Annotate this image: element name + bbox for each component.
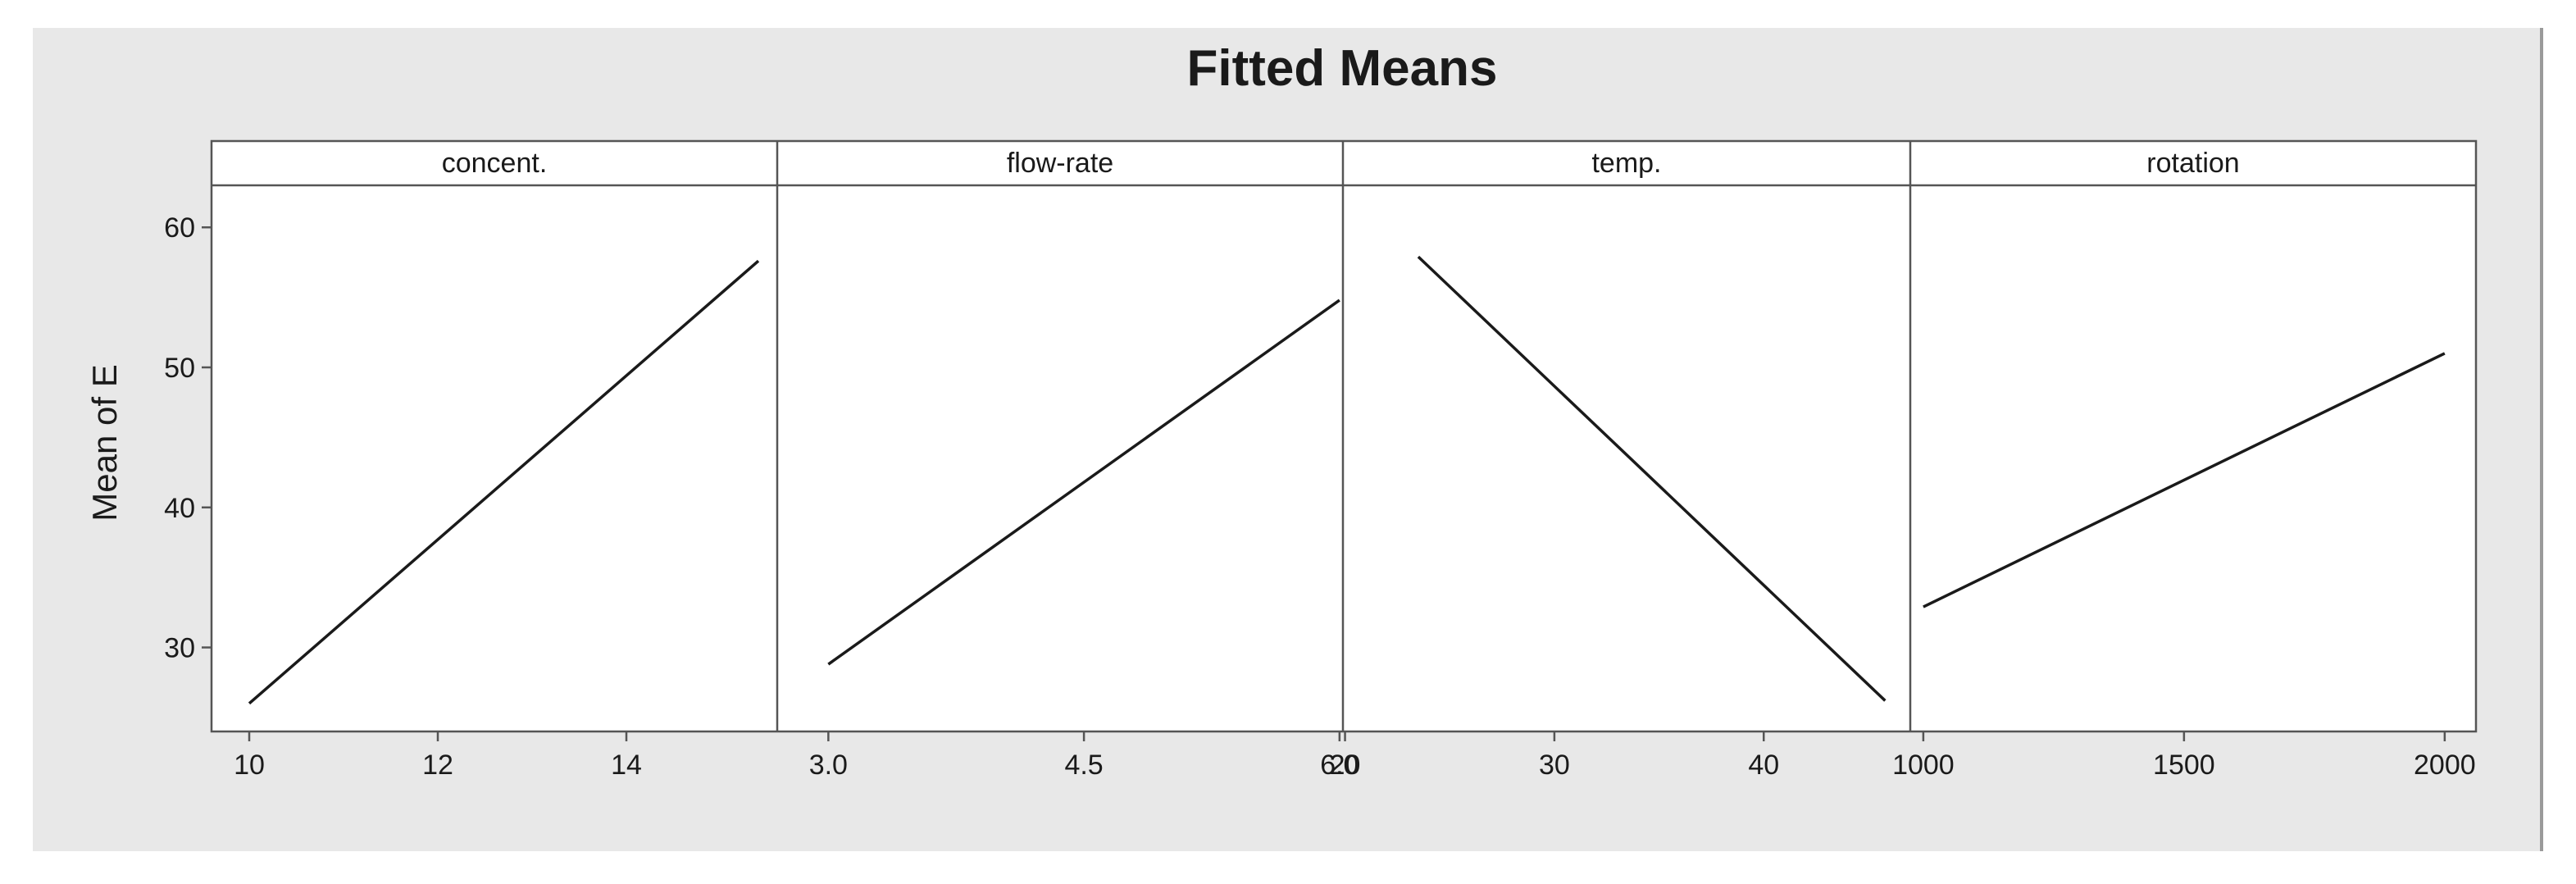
x-tick-label: 30 xyxy=(1539,750,1570,781)
x-tick-label: 40 xyxy=(1748,750,1779,781)
fitted-mean-line xyxy=(248,259,760,705)
fitted-mean-line xyxy=(1923,352,2446,608)
panel-label: concent. xyxy=(442,148,548,179)
plot-area: 30 40 50 60 concent. 10 12 14 flow-rate 3.0 4.5 6.0… xyxy=(164,139,2478,781)
fitted-mean-line xyxy=(827,298,1340,666)
panel-label: flow-rate xyxy=(1007,148,1113,179)
panel-background xyxy=(212,185,777,731)
y-tick-label: 30 xyxy=(164,633,195,664)
x-tick-label: 10 xyxy=(234,750,265,781)
x-tick-label: 4.5 xyxy=(1064,750,1103,781)
fitted-mean-line xyxy=(1417,255,1886,702)
y-axis-label: Mean of E xyxy=(85,364,124,521)
panel-header-background xyxy=(777,141,1343,185)
panel-header-background xyxy=(1343,141,1910,185)
x-tick-label: 14 xyxy=(611,750,642,781)
panel-background xyxy=(1910,185,2476,731)
x-tick-label: 1000 xyxy=(1892,750,1955,781)
x-tick-label: 20 xyxy=(1330,750,1361,781)
panel-background xyxy=(777,185,1343,731)
y-tick-label: 40 xyxy=(164,493,195,524)
panel-header-background xyxy=(212,141,777,185)
frame-edge xyxy=(2540,28,2543,851)
panel-header-background xyxy=(1910,141,2476,185)
x-tick-label: 1500 xyxy=(2153,750,2215,781)
y-tick-label: 60 xyxy=(164,212,195,244)
x-tick-label: 3.0 xyxy=(809,750,848,781)
x-tick-label: 12 xyxy=(422,750,453,781)
chart-title: Fitted Means xyxy=(1187,40,1498,97)
panel-label: rotation xyxy=(2146,148,2239,179)
x-tick-label: 6.0 xyxy=(1320,750,1359,781)
y-tick-label: 50 xyxy=(164,353,195,384)
x-tick-label: 2000 xyxy=(2414,750,2476,781)
panel-label: temp. xyxy=(1591,148,1661,179)
